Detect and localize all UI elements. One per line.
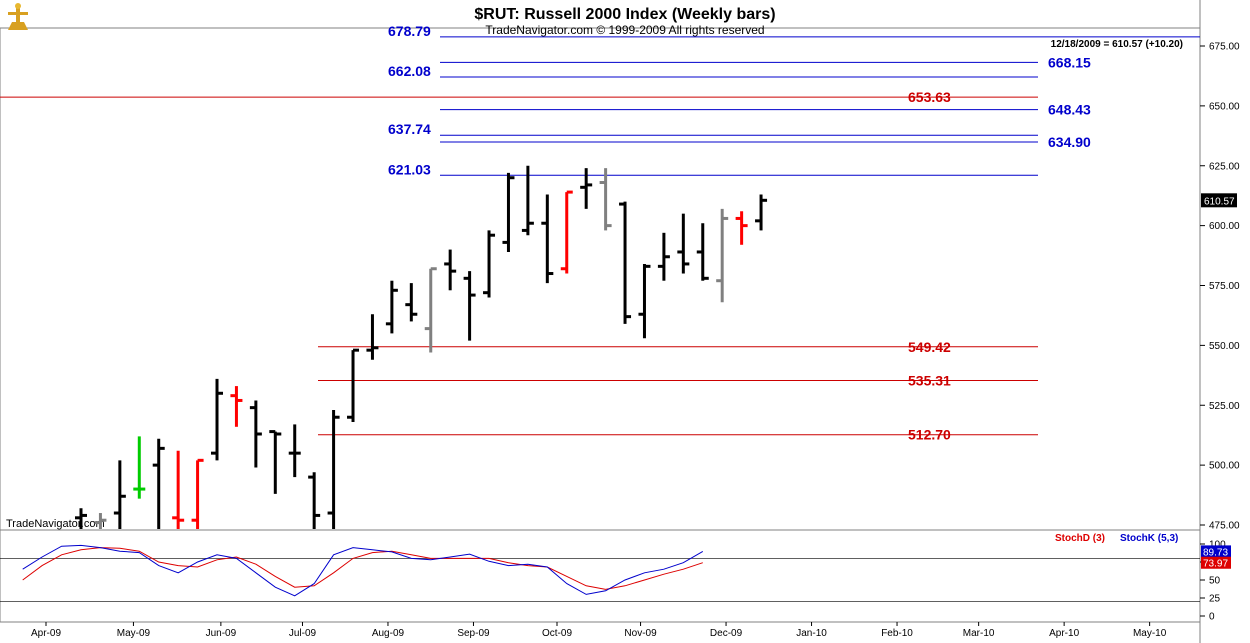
last-price-info: 12/18/2009 = 610.57 (+10.20) — [1051, 39, 1183, 50]
level-label: 549.42 — [908, 339, 951, 355]
stochk-line — [22, 544, 704, 597]
y-tick-label: 650.00 — [1209, 101, 1240, 112]
last-price-label: 610.57 — [1204, 196, 1235, 207]
level-label: 535.31 — [908, 373, 951, 389]
x-tick-label: Feb-10 — [881, 628, 913, 639]
x-tick-label: Mar-10 — [963, 628, 995, 639]
x-tick-label: Dec-09 — [710, 628, 743, 639]
y-tick-label: 475.00 — [1209, 521, 1240, 532]
level-label: 653.63 — [908, 89, 951, 105]
y-tick-label: 675.00 — [1209, 42, 1240, 53]
level-label: 662.08 — [388, 63, 431, 79]
fib-levels: 678.79 668.15 662.08 653.63 648.43 637.74 634.… — [0, 23, 1200, 443]
trade-navigator-logo-icon — [8, 3, 28, 30]
chart-title: $RUT: Russell 2000 Index (Weekly bars) — [474, 6, 775, 23]
watermark: TradeNavigator.com — [6, 518, 105, 530]
x-tick-label: May-10 — [1133, 628, 1167, 639]
level-label: 621.03 — [388, 161, 431, 177]
level-label: 512.70 — [908, 427, 951, 443]
stochd-line — [22, 547, 703, 590]
x-tick-label: Apr-09 — [31, 628, 61, 639]
ohlc-bars — [75, 165, 768, 529]
chart-copyright: TradeNavigator.com © 1999-2009 All right… — [485, 23, 764, 37]
y-tick-label: 550.00 — [1209, 341, 1240, 352]
price-y-axis: 475.00 500.00 525.00 550.00 575.00 600.00 625.… — [1200, 42, 1240, 532]
stochk-legend: StochK (5,3) — [1120, 533, 1178, 544]
stochd-legend: StochD (3) — [1055, 533, 1105, 544]
x-tick-label: Oct-09 — [542, 628, 572, 639]
stoch-tick-label: 0 — [1209, 612, 1215, 623]
y-tick-label: 525.00 — [1209, 401, 1240, 412]
y-tick-label: 625.00 — [1209, 161, 1240, 172]
level-label: 668.15 — [1048, 54, 1091, 70]
last-price-box — [1201, 193, 1237, 208]
stochd-value-label: 73.97 — [1203, 559, 1228, 570]
y-tick-label: 500.00 — [1209, 461, 1240, 472]
stoch-tick-label: 100 — [1209, 540, 1226, 551]
level-label: 634.90 — [1048, 134, 1091, 150]
x-tick-label: Jan-10 — [796, 628, 827, 639]
y-tick-label: 600.00 — [1209, 221, 1240, 232]
stochk-value-box — [1201, 545, 1231, 558]
x-axis: Apr-09 May-09 Jun-09 Jul-09 Aug-09 Sep-09 Oct-… — [31, 622, 1167, 639]
x-tick-label: Aug-09 — [372, 628, 405, 639]
x-tick-label: Jun-09 — [206, 628, 237, 639]
y-tick-label: 575.00 — [1209, 281, 1240, 292]
x-tick-label: Jul-09 — [289, 628, 317, 639]
x-tick-label: Sep-09 — [457, 628, 490, 639]
level-label: 637.74 — [388, 121, 431, 137]
x-tick-label: Apr-10 — [1049, 628, 1079, 639]
stoch-tick-label: 25 — [1209, 594, 1221, 605]
stoch-tick-label: 50 — [1209, 576, 1221, 587]
stochk-value-label: 89.73 — [1203, 547, 1228, 558]
x-tick-label: May-09 — [117, 628, 151, 639]
stochd-value-box — [1201, 556, 1231, 569]
level-label: 648.43 — [1048, 102, 1091, 118]
level-label: 678.79 — [388, 23, 431, 39]
x-tick-label: Nov-09 — [624, 628, 657, 639]
